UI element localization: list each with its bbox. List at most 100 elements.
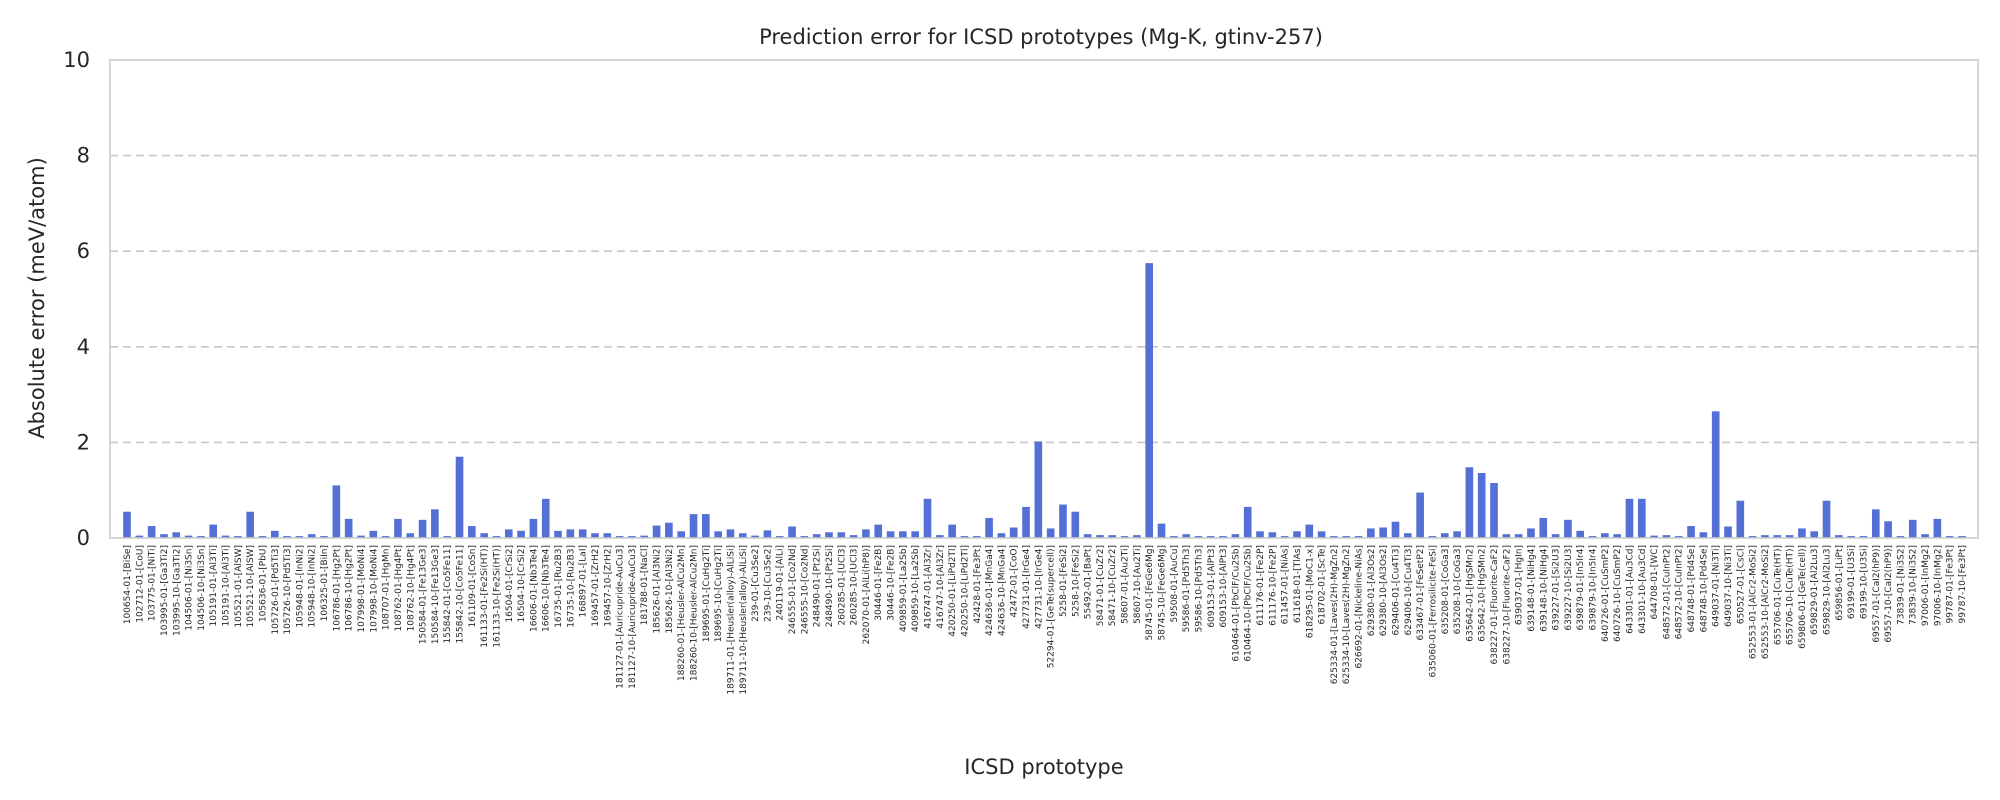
x-tick-label: 655706-01-[CuTe(HT)] [1773,545,1783,645]
x-tick-label: 16504-10-[CrSi2] [517,545,527,623]
x-tick-label: 639148-10-[NiHg4] [1539,545,1549,632]
bar [258,536,267,538]
x-tick-label: 239-10-[Cu3Se2] [763,545,773,622]
bar [1736,500,1745,538]
bar [665,522,673,538]
bar [849,535,858,538]
bar [517,530,525,538]
x-tick-label: 107998-10-[MoNi4] [369,545,379,633]
bar [1354,536,1363,538]
x-tick-label: 609153-10-[AlPt3] [1219,545,1229,628]
x-tick-label: 108762-01-[Hg4Pt] [394,545,404,632]
x-tick-label: 424636-01-[MnGa4] [985,545,995,636]
x-tick-label: 105726-01-[Pd5Ti3] [271,545,281,635]
bar [812,534,821,538]
x-tick-label: 103995-01-[Ga3Ti2] [160,545,170,636]
bar [1539,517,1548,538]
x-tick-label: 652553-01-[AlCr2-MoSi2] [1749,545,1759,659]
bar [1884,521,1892,538]
bar [541,498,550,538]
x-tick-label: 105191-10-[Al3Ti] [222,545,232,626]
bar [197,536,205,538]
x-tick-label: 188260-10-[Heusler-AlCu2Mn] [690,545,700,681]
x-tick-label: 648748-01-[Pd4Se] [1687,545,1697,632]
x-tick-label: 42428-01-[Fe3Pt] [973,545,983,624]
x-tick-label: 655706-10-[CuTe(HT)] [1786,545,1796,645]
x-tick-label: 105521-10-[AlSW] [246,545,256,628]
bar [775,536,784,538]
bar [418,519,427,538]
x-tick-label: 181788-01-[NaCl] [640,545,650,625]
x-tick-label: 58745-01-[FeGe6Mg] [1145,545,1155,641]
bar [480,533,488,538]
bar [1625,498,1634,538]
bar [1330,536,1338,538]
x-tick-label: 5258-01-[FeSi2] [1059,545,1069,617]
x-tick-label: 260285-10-[UCl3] [850,545,860,625]
bar [960,536,969,538]
bar [825,532,833,538]
x-tick-label: 262070-01-[AlLi(hP8)] [862,545,872,644]
x-tick-label: 30446-10-[Fe2B] [887,545,897,621]
x-tick-label: 105521-01-[AlSW] [234,545,244,628]
x-tick-label: 58607-10-[Au2Ti] [1133,545,1143,624]
x-tick-label: 150584-10-[Fe13Ge3] [431,545,441,644]
bar [221,535,230,538]
x-tick-label: 155842-10-[Co5Fe11] [456,545,466,644]
x-tick-label: 427731-01-[IrGe4] [1022,545,1032,629]
x-tick-label: 106786-01-[Hg2Pt] [332,545,342,632]
bar [1859,536,1868,538]
bar [603,533,612,538]
bar [1157,523,1166,538]
x-tick-label: 246555-10-[Co2Nd] [800,545,810,634]
bar [1945,536,1954,538]
bar [628,536,636,538]
x-tick-label: 181127-10-[Auricupride-AuCu3] [628,545,638,689]
bar [1711,411,1720,538]
x-tick-label: 639227-10-[Si2U3] [1564,545,1574,631]
bar [1231,534,1240,538]
bar [554,530,562,538]
bar [344,518,353,538]
x-tick-label: 644708-01-[WC] [1650,545,1660,620]
bar [1367,528,1375,538]
x-tick-label: 97006-10-[InMg2] [1933,545,1943,626]
x-tick-label: 58471-10-[CuZr2] [1108,545,1118,626]
x-tick-label: 55492-01-[BaPt] [1084,545,1094,619]
x-tick-label: 240119-01-[AlLi] [776,545,786,621]
x-tick-label: 189711-01-[Heusler(alloy)-AlLiSi] [726,545,736,695]
bar [1046,528,1055,538]
x-tick-label: 260285-01-[UCl3] [837,545,847,625]
y-tick-label: 8 [77,144,90,168]
bar [468,526,476,538]
y-tick-labels: 0 2 4 6 8 10 [63,48,90,550]
bar [640,535,649,538]
x-tick-label: 610464-10-[PbClF/Cu2Sb] [1244,545,1254,662]
x-tick-label: 420250-10-[LiPd2Tl] [960,545,970,637]
bar [1847,536,1855,538]
bar [1835,535,1843,538]
x-tick-label: 427731-10-[IrGe4] [1034,545,1044,629]
bar [997,533,1006,538]
bar [369,530,378,538]
bar [1477,472,1486,538]
bar [1601,533,1609,538]
bar [874,524,883,538]
x-tick-label: 611176-01-[Fe2P] [1256,545,1266,626]
bar [578,529,587,538]
bar [1896,536,1905,538]
x-tick-label: 103775-01-[NiTi] [148,545,158,621]
bar [1194,536,1203,538]
x-tick-label: 104506-10-[Ni3Sn] [197,545,207,631]
bar [726,529,735,538]
x-tick-label: 649037-01-[Ni3Ti] [1712,545,1722,627]
x-tick-label: 73839-10-[Ni3S2] [1909,545,1919,625]
x-tick-label: 169457-10-[ZrH2] [603,545,613,627]
x-tick-label: 16735-01-[Ru2B3] [554,545,564,628]
x-tick-label: 239-01-[Cu3Se2] [751,545,761,622]
bar [492,536,501,538]
bar [1822,500,1831,538]
bar [1465,467,1474,538]
x-tick-label: 168897-01-[LaI] [579,545,589,618]
bar [1958,536,1966,538]
